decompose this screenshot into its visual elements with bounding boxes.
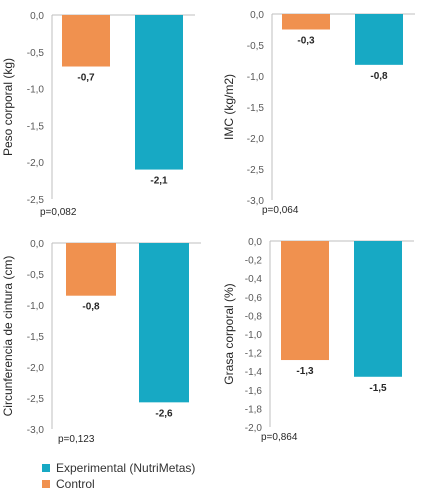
grasa-y-tick-label: -1,2 [245, 349, 263, 360]
grasa-y-tick-label: -0,2 [245, 256, 263, 267]
grasa-y-tick-label: -0,8 [245, 311, 263, 322]
peso-data-label-experimental: -2,1 [150, 176, 168, 187]
grasa-y-tick-label: -0,4 [245, 274, 263, 285]
imc-y-tick-label: -1,0 [247, 72, 265, 83]
legend-item-experimental: Experimental (NutriMetas) [42, 460, 195, 476]
grasa-p-value: p=0,864 [261, 432, 298, 443]
peso-data-label-control: -0,7 [77, 73, 95, 84]
legend-label-experimental: Experimental (NutriMetas) [56, 461, 196, 475]
imc-p-value: p=0,064 [262, 205, 299, 216]
peso-y-tick-label: -0,5 [27, 48, 45, 59]
grasa-data-label-experimental: -1,5 [369, 383, 387, 394]
peso-y-tick-label: -1,5 [27, 121, 45, 132]
grasa-bar-control [281, 241, 329, 361]
imc-data-label-control: -0,3 [297, 36, 315, 47]
cintura-y-tick-label: -1,0 [27, 301, 45, 312]
legend-swatch-experimental [42, 464, 50, 472]
legend: Experimental (NutriMetas) Control [42, 460, 195, 492]
imc-bar-experimental [355, 14, 403, 65]
peso-bar-experimental [135, 15, 183, 170]
peso-bar-control [62, 15, 110, 67]
imc-y-tick-label: -2,0 [247, 134, 265, 145]
grasa-y-tick-label: -1,8 [245, 404, 263, 415]
cintura-data-label-control: -0,8 [82, 302, 100, 313]
peso-y-tick-label: -1,0 [27, 85, 45, 96]
cintura-data-label-experimental: -2,6 [155, 408, 173, 419]
legend-swatch-control [42, 480, 50, 488]
imc-y-tick-label: 0,0 [250, 10, 264, 21]
imc-bar-control [282, 14, 330, 30]
peso-y-tick-label: -2,0 [27, 158, 45, 169]
charts-container: 0,0 -0,5 -1,0 -1,5 -2,0 -2,5 -0,7 -2,1 Peso corp… [1, 10, 415, 445]
cintura-y-tick-label: -1,5 [27, 332, 45, 343]
imc-y-tick-label: -0,5 [247, 41, 265, 52]
cintura-bar-experimental [139, 243, 189, 403]
imc-y-tick-label: -3,0 [247, 196, 265, 207]
grasa-y-tick-label: -1,0 [245, 330, 263, 341]
grasa-y-axis-title: Grasa corporal (%) [222, 283, 236, 384]
imc-y-axis-title: IMC (kg/m2) [222, 74, 236, 140]
cintura-y-tick-label: -2,0 [27, 363, 45, 374]
cintura-bar-control [66, 243, 116, 296]
cintura-p-value: p=0,123 [58, 434, 95, 445]
cintura-y-tick-label: -2,5 [27, 394, 45, 405]
grasa-y-tick-label: -0,6 [245, 293, 263, 304]
imc-y-tick-label: -2,5 [247, 165, 265, 176]
grasa-y-tick-label: -2,0 [245, 423, 263, 434]
cintura-y-tick-label: 0,0 [30, 239, 44, 250]
cintura-y-tick-label: -0,5 [27, 270, 45, 281]
cintura-y-axis-title: Circunferencia de cintura (cm) [1, 256, 15, 417]
cintura-y-tick-label: -3,0 [27, 425, 45, 436]
grasa-bar-experimental [354, 241, 402, 377]
peso-y-tick-label: 0,0 [30, 11, 44, 22]
grasa-y-tick-label: 0,0 [248, 237, 262, 248]
legend-label-control: Control [56, 477, 95, 491]
peso-y-tick-label: -2,5 [27, 195, 45, 206]
peso-y-axis-title: Peso corporal (kg) [1, 58, 15, 156]
imc-data-label-experimental: -0,8 [370, 71, 388, 82]
peso-p-value: p=0,082 [40, 207, 77, 218]
grasa-y-tick-label: -1,6 [245, 386, 263, 397]
legend-item-control: Control [42, 476, 195, 492]
grasa-data-label-control: -1,3 [296, 366, 314, 377]
imc-y-tick-label: -1,5 [247, 103, 265, 114]
grasa-y-tick-label: -1,4 [245, 367, 263, 378]
